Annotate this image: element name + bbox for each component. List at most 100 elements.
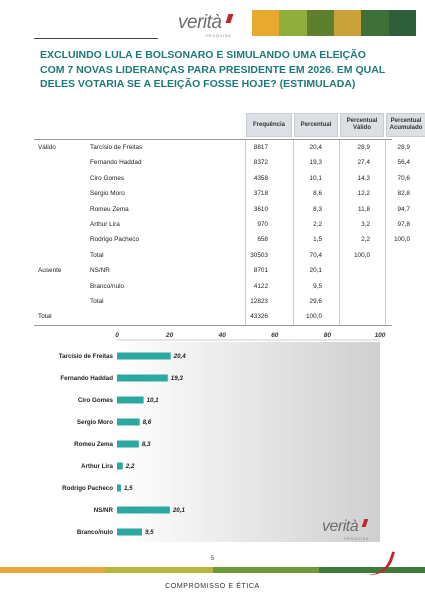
category-label: NS/NR xyxy=(94,507,114,514)
table-cell-group xyxy=(38,294,88,309)
table-cell-freq: 8372 xyxy=(253,159,268,167)
table-cell-acum xyxy=(374,309,410,324)
table-row: Válido Tarcísio de Freitas 8817 20,4 28,9 28,… xyxy=(34,140,410,155)
table-cell-freq: 43326 xyxy=(250,313,268,321)
table-cell-perc: 10,1 xyxy=(309,174,322,182)
table-cell-label: Fernando Haddad xyxy=(90,159,142,167)
header-photo-tile xyxy=(388,10,416,36)
bar xyxy=(117,484,121,492)
table-cell-label: Tarcísio de Freitas xyxy=(90,144,143,151)
table-header-cell: Percentual Válido xyxy=(340,113,384,137)
footer-band-segment xyxy=(0,567,107,573)
table-cell-valid: 2,2 xyxy=(361,236,370,244)
table-cell-valid xyxy=(326,263,370,278)
table-cell-group: Válido xyxy=(38,144,56,151)
header-photo-strip xyxy=(252,10,416,36)
table-cell-acum: 94,7 xyxy=(397,205,410,213)
table-cell-label: Total xyxy=(90,251,104,259)
x-tick-label: 0 xyxy=(115,332,119,339)
table-cell-perc: 100,0 xyxy=(306,313,322,321)
logo-wordmark: verità xyxy=(178,12,222,33)
table-cell-group xyxy=(38,155,88,170)
bar-value-label: 10,1 xyxy=(147,397,160,404)
table-cell-group: Total xyxy=(38,313,52,321)
table-row: Rodrigo Pacheco 658 1,5 2,2 100,0 xyxy=(34,232,410,247)
table-cell-perc: 29,6 xyxy=(309,297,322,305)
category-label: Romeu Zema xyxy=(74,441,113,448)
bar-value-label: 20,1 xyxy=(172,507,186,514)
table-cell-label: Arthur Lira xyxy=(90,220,120,228)
bar xyxy=(117,374,168,382)
category-label: Branco/nulo xyxy=(77,529,113,536)
table-row: Arthur Lira 970 2,2 3,2 97,8 xyxy=(34,217,410,232)
header-rule xyxy=(34,38,158,39)
table-cell-group xyxy=(38,171,88,186)
table-header-cell: Frequência xyxy=(246,113,292,137)
logo-accent-mark-bottom xyxy=(361,519,369,527)
logo-subtitle: PESQUISA xyxy=(206,33,232,38)
table-cell-valid xyxy=(326,294,370,309)
x-tick-label: 100 xyxy=(375,332,386,339)
table-cell-perc: 20,4 xyxy=(309,144,322,151)
verita-logo: verità PESQUISA xyxy=(178,12,240,38)
table-cell-label: Rodrigo Pacheco xyxy=(90,236,140,244)
table-cell-acum xyxy=(374,263,410,278)
table-cell-group xyxy=(38,279,88,294)
table-cell-label: Romeu Zema xyxy=(90,205,129,213)
table-row: Romeu Zema 3610 8,3 11,8 94,7 xyxy=(34,202,410,217)
bar-value-label: 19,3 xyxy=(171,375,184,382)
table-cell-valid: 11,8 xyxy=(358,205,370,213)
table-row: Total 43326 100,0 xyxy=(34,309,392,324)
logo-wordmark-bottom: verità xyxy=(322,518,359,535)
table-cell-label xyxy=(90,309,212,324)
table-cell-label: Ciro Gomes xyxy=(90,174,125,182)
header-photo-tile xyxy=(333,10,362,36)
table-row: Fernando Haddad 8372 19,3 27,4 56,4 xyxy=(34,155,410,170)
table-cell-freq: 658 xyxy=(257,236,268,244)
table-row: Ausente NS/NR 8701 20,1 xyxy=(34,263,392,278)
category-label: Ciro Gomes xyxy=(78,397,114,404)
table-cell-acum: 82,8 xyxy=(397,190,410,198)
table-row: Ciro Gomes 4358 10,1 14,3 70,6 xyxy=(34,171,410,186)
category-label: Fernando Haddad xyxy=(60,375,113,382)
logo-subtitle-bottom: PESQUISA xyxy=(344,536,370,541)
table-cell-freq: 3610 xyxy=(253,205,268,213)
table-cell-perc: 20,1 xyxy=(309,267,322,275)
x-tick-label: 80 xyxy=(324,332,332,339)
table-row: Total 30503 70,4 100,0 xyxy=(34,248,392,263)
table-cell-perc: 19,3 xyxy=(309,159,322,167)
table-cell-acum: 97,8 xyxy=(397,220,410,228)
table-header: Frequência Percentual Percentual Válido Per… xyxy=(246,113,425,137)
bar xyxy=(117,418,140,426)
verita-logo-bottom: verità PESQUISA xyxy=(322,518,382,542)
bar-chart-svg: 0 20 40 60 80 100 Tarcísio de Freitas 20,4 Ferna… xyxy=(59,332,386,542)
header-photo-tile xyxy=(306,10,334,36)
table-cell-perc: 9,5 xyxy=(313,282,322,290)
table-column-divider xyxy=(293,140,294,325)
bar xyxy=(117,440,139,448)
table-cell-label: Total xyxy=(90,297,104,305)
table-cell-group xyxy=(38,186,88,201)
table-cell-perc: 2,2 xyxy=(313,220,322,228)
footer-slogan: COMPROMISSO E ÉTICA xyxy=(165,583,260,590)
table-cell-acum: 56,4 xyxy=(397,159,410,167)
table-cell-freq: 3718 xyxy=(253,190,268,198)
footer-band-segment xyxy=(318,567,425,573)
table-header-cell: Percentual Acumulado xyxy=(386,113,425,137)
bar-value-label: 1,5 xyxy=(124,485,133,492)
x-tick-label: 20 xyxy=(165,332,174,339)
header-photo-tile xyxy=(279,10,307,36)
category-label: Sergio Moro xyxy=(77,419,113,426)
table-cell-acum xyxy=(374,248,410,263)
x-tick-label: 60 xyxy=(271,332,279,339)
category-label: Arthur Lira xyxy=(81,463,114,470)
bar xyxy=(117,462,123,470)
table-cell-freq: 8701 xyxy=(253,267,268,275)
page-title: EXCLUINDO LULA E BOLSONARO E SIMULANDO U… xyxy=(40,49,385,90)
header-photo-tile xyxy=(361,10,389,36)
table-cell-freq: 4122 xyxy=(253,282,268,290)
x-tick-label: 40 xyxy=(218,332,227,339)
table-cell-valid: 12,2 xyxy=(357,190,370,198)
bar xyxy=(117,396,144,404)
table-cell-acum xyxy=(374,294,410,309)
